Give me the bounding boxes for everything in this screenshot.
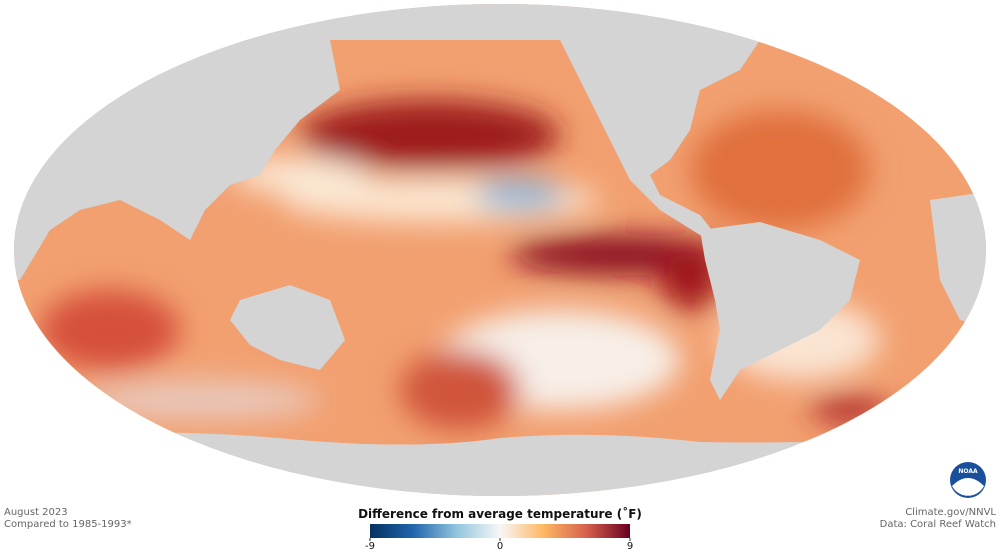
baseline-label: Compared to 1985-1993* <box>4 519 132 530</box>
source-label: Data: Coral Reef Watch <box>880 519 996 530</box>
map <box>14 4 986 496</box>
logo-text: NOAA <box>958 468 978 475</box>
colorbar <box>370 524 630 538</box>
period-label: August 2023 <box>4 507 68 518</box>
colorbar-tick-label: 0 <box>497 541 503 552</box>
colorbar-tick-label: -9 <box>365 541 375 552</box>
colorbar-tick-label: 9 <box>627 541 633 552</box>
credit-label: Climate.gov/NNVL <box>905 507 996 518</box>
noaa-logo: NOAA <box>950 462 986 498</box>
legend-title: Difference from average temperature (˚F) <box>358 506 642 521</box>
